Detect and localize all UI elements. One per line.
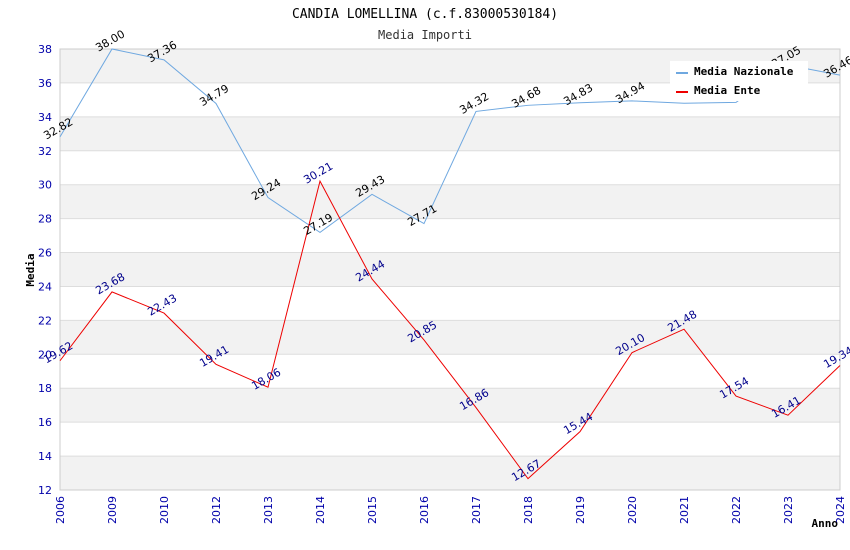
grid-band: [60, 184, 840, 219]
y-tick-label: 34: [38, 111, 52, 124]
data-label-ente: 30.21: [301, 160, 335, 187]
x-tick-label: 2012: [210, 496, 223, 524]
data-label-nazionale: 34.79: [197, 82, 231, 109]
x-axis-label: Anno: [812, 517, 839, 530]
data-label-ente: 22.43: [145, 292, 179, 319]
y-tick-label: 20: [38, 348, 52, 361]
x-tick-label: 2022: [730, 496, 743, 524]
y-tick-label: 38: [38, 43, 52, 56]
x-tick-label: 2017: [470, 496, 483, 524]
x-tick-label: 2020: [626, 496, 639, 524]
x-tick-label: 2023: [782, 496, 795, 524]
y-tick-label: 16: [38, 416, 52, 429]
legend-box: [670, 61, 808, 101]
x-tick-label: 2010: [158, 496, 171, 524]
x-tick-label: 2021: [678, 496, 691, 524]
chart-title: CANDIA LOMELLINA (c.f.83000530184): [292, 7, 558, 22]
legend-label-nazionale: Media Nazionale: [694, 65, 794, 78]
grid-bands: [60, 49, 840, 490]
y-tick-label: 32: [38, 145, 52, 158]
y-tick-label: 18: [38, 382, 52, 395]
series-line-ente: [59, 179, 841, 480]
grid-band: [60, 252, 840, 287]
grid-band: [60, 320, 840, 355]
x-tick-label: 2024: [834, 496, 847, 524]
x-tick-label: 2015: [366, 496, 379, 524]
series-line-nazionale: [59, 48, 841, 233]
x-axis-ticks: 2006 2009 2010 2012 2013 2014 2015 2016 2017 2018…: [54, 496, 847, 524]
grid-band: [60, 116, 840, 151]
data-label-ente: 19.62: [41, 339, 75, 366]
x-tick-label: 2016: [418, 496, 431, 524]
grid-band: [60, 456, 840, 490]
y-tick-label: 26: [38, 247, 52, 260]
x-tick-label: 2013: [262, 496, 275, 524]
x-tick-label: 2018: [522, 496, 535, 524]
y-tick-label: 36: [38, 77, 52, 90]
legend-label-ente: Media Ente: [694, 84, 761, 97]
y-axis-label: Media: [24, 253, 37, 286]
chart-subtitle: Media Importi: [378, 28, 472, 42]
y-tick-label: 28: [38, 213, 52, 226]
legend: Media Nazionale Media Ente: [670, 61, 808, 101]
y-tick-label: 22: [38, 314, 52, 327]
plot-frame: [59, 48, 841, 491]
x-tick-label: 2019: [574, 496, 587, 524]
series-lines: [59, 48, 841, 480]
x-tick-label: 2009: [106, 496, 119, 524]
x-tick-label: 2006: [54, 496, 67, 524]
grid-band: [60, 388, 840, 423]
y-tick-label: 24: [38, 280, 52, 293]
data-label-nazionale: 34.83: [561, 81, 595, 108]
y-axis-ticks: 12 14 16 18 20 22 24 26 28 30 32 34 36 38: [38, 43, 52, 497]
data-label-nazionale: 34.68: [509, 84, 543, 111]
data-label-nazionale: 34.32: [457, 90, 491, 117]
y-tick-label: 14: [38, 450, 52, 463]
y-tick-label: 30: [38, 179, 52, 192]
x-tick-label: 2014: [314, 496, 327, 524]
y-tick-label: 12: [38, 484, 52, 497]
